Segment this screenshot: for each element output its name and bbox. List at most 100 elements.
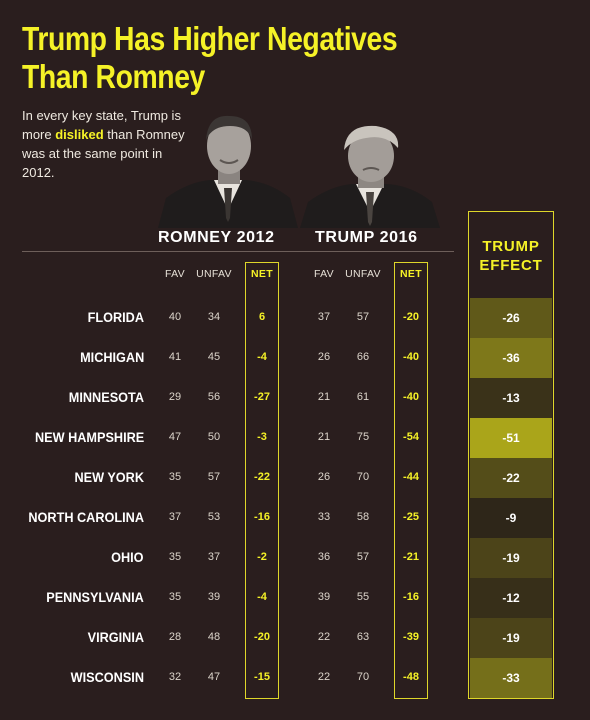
state-label: MICHIGAN: [79, 350, 144, 365]
trump-net-cell: -25: [403, 511, 419, 523]
romney-fav-header: FAV: [165, 268, 185, 280]
romney-net-header: NET: [251, 268, 273, 280]
romney-unfav-cell: 57: [207, 471, 221, 483]
trump-unfav-cell: 57: [356, 551, 370, 563]
trump-net-cell: -20: [403, 311, 419, 323]
romney-unfav-cell: 47: [207, 671, 221, 683]
state-label: NEW HAMPSHIRE: [34, 430, 144, 445]
romney-2012-header: ROMNEY 2012: [158, 229, 275, 246]
romney-unfav-cell: 45: [207, 351, 221, 363]
trump-effect-header-line-1: TRUMP: [482, 238, 540, 255]
romney-fav-cell: 35: [168, 551, 182, 563]
romney-portrait: [158, 115, 298, 228]
table-row: MICHIGAN 41 45 -4 26 66 -40 -36: [0, 338, 590, 378]
romney-net-column-box: [245, 262, 279, 699]
chart-title: Trump Has Higher Negatives Than Romney: [22, 20, 400, 96]
table-row: NEW YORK 35 57 -22 26 70 -44 -22: [0, 458, 590, 498]
romney-fav-cell: 29: [168, 391, 182, 403]
trump-effect-cell: -33: [470, 658, 552, 698]
trump-effect-header: TRUMP EFFECT: [468, 237, 554, 275]
trump-fav-cell: 26: [317, 351, 331, 363]
trump-effect-cell: -36: [470, 338, 552, 378]
subtitle-text-1: In every key state, Trump is more: [22, 108, 181, 142]
table-row: OHIO 35 37 -2 36 57 -21 -19: [0, 538, 590, 578]
trump-net-cell: -54: [403, 431, 419, 443]
chart-subtitle: In every key state, Trump is more dislik…: [22, 106, 192, 182]
romney-fav-cell: 32: [168, 671, 182, 683]
trump-fav-cell: 22: [317, 671, 331, 683]
trump-unfav-cell: 55: [356, 591, 370, 603]
trump-unfav-cell: 70: [356, 471, 370, 483]
romney-fav-cell: 35: [168, 591, 182, 603]
state-label: NEW YORK: [74, 470, 144, 485]
trump-effect-cell: -19: [470, 538, 552, 578]
trump-fav-cell: 37: [317, 311, 331, 323]
romney-unfav-cell: 39: [207, 591, 221, 603]
romney-fav-cell: 41: [168, 351, 182, 363]
romney-net-cell: -2: [257, 551, 267, 563]
trump-unfav-header: UNFAV: [345, 268, 381, 280]
trump-effect-cell: -26: [470, 298, 552, 338]
table-row: PENNSYLVANIA 35 39 -4 39 55 -16 -12: [0, 578, 590, 618]
trump-fav-cell: 33: [317, 511, 331, 523]
table-row: NEW HAMPSHIRE 47 50 -3 21 75 -54 -51: [0, 418, 590, 458]
trump-unfav-cell: 66: [356, 351, 370, 363]
trump-fav-cell: 39: [317, 591, 331, 603]
trump-net-header: NET: [400, 268, 422, 280]
romney-net-cell: -15: [254, 671, 270, 683]
romney-fav-cell: 37: [168, 511, 182, 523]
trump-portrait: [300, 125, 440, 228]
trump-effect-cell: -13: [470, 378, 552, 418]
trump-unfav-cell: 70: [356, 671, 370, 683]
romney-unfav-cell: 48: [207, 631, 221, 643]
state-label: OHIO: [111, 550, 144, 565]
romney-net-cell: -16: [254, 511, 270, 523]
trump-2016-header: TRUMP 2016: [315, 229, 418, 246]
trump-net-cell: -48: [403, 671, 419, 683]
romney-fav-cell: 28: [168, 631, 182, 643]
trump-fav-cell: 21: [317, 391, 331, 403]
table-row: MINNESOTA 29 56 -27 21 61 -40 -13: [0, 378, 590, 418]
trump-unfav-cell: 63: [356, 631, 370, 643]
trump-net-cell: -40: [403, 351, 419, 363]
table-row: FLORIDA 40 34 6 37 57 -20 -26: [0, 298, 590, 338]
trump-effect-cell: -51: [470, 418, 552, 458]
trump-net-cell: -40: [403, 391, 419, 403]
romney-unfav-header: UNFAV: [196, 268, 232, 280]
trump-unfav-cell: 75: [356, 431, 370, 443]
trump-effect-cell: -22: [470, 458, 552, 498]
romney-fav-cell: 40: [168, 311, 182, 323]
romney-net-cell: -22: [254, 471, 270, 483]
header-rule: [22, 251, 454, 252]
trump-fav-header: FAV: [314, 268, 334, 280]
subtitle-highlight: disliked: [55, 127, 104, 142]
trump-fav-cell: 36: [317, 551, 331, 563]
trump-unfav-cell: 58: [356, 511, 370, 523]
title-line-2: Than Romney: [22, 58, 205, 95]
state-label: FLORIDA: [87, 310, 144, 325]
romney-net-cell: -4: [257, 591, 267, 603]
trump-effect-column-box: [468, 211, 554, 699]
table-row: NORTH CAROLINA 37 53 -16 33 58 -25 -9: [0, 498, 590, 538]
romney-unfav-cell: 53: [207, 511, 221, 523]
trump-effect-cell: -19: [470, 618, 552, 658]
romney-unfav-cell: 50: [207, 431, 221, 443]
table-row: WISCONSIN 32 47 -15 22 70 -48 -33: [0, 658, 590, 698]
table-body: FLORIDA 40 34 6 37 57 -20 -26 MICHIGAN 41 45 -4 26 66…: [0, 298, 590, 698]
subtitle-text-2: than Romney was at the same point in 201…: [22, 127, 185, 180]
state-label: MINNESOTA: [68, 390, 144, 405]
romney-net-cell: -20: [254, 631, 270, 643]
state-label: NORTH CAROLINA: [28, 510, 144, 525]
trump-effect-cell: -12: [470, 578, 552, 618]
romney-unfav-cell: 56: [207, 391, 221, 403]
trump-fav-cell: 22: [317, 631, 331, 643]
romney-net-cell: -3: [257, 431, 267, 443]
state-label: PENNSYLVANIA: [46, 590, 144, 605]
trump-fav-cell: 21: [317, 431, 331, 443]
romney-net-cell: -4: [257, 351, 267, 363]
table-row: VIRGINIA 28 48 -20 22 63 -39 -19: [0, 618, 590, 658]
romney-net-cell: 6: [258, 311, 266, 323]
romney-fav-cell: 35: [168, 471, 182, 483]
title-line-1: Trump Has Higher Negatives: [22, 20, 398, 57]
trump-effect-cell: -9: [470, 498, 552, 538]
